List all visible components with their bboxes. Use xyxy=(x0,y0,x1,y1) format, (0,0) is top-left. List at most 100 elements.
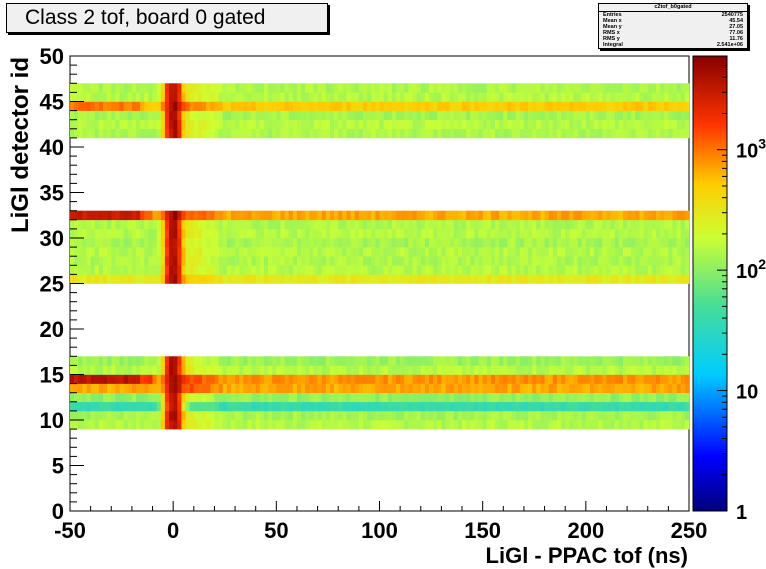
heatmap-cell xyxy=(598,365,603,375)
heatmap-cell xyxy=(532,83,537,93)
heatmap-cell xyxy=(606,238,611,248)
heatmap-cell xyxy=(136,92,141,102)
heatmap-cell xyxy=(639,420,644,430)
z-tick-label: 103 xyxy=(736,136,766,163)
heatmap-cell xyxy=(202,365,207,375)
heatmap-cell xyxy=(140,219,145,230)
heatmap-cell xyxy=(453,256,459,266)
heatmap-cell xyxy=(156,256,162,266)
heatmap-cell xyxy=(540,274,545,284)
heatmap-cell xyxy=(272,401,277,412)
heatmap-cell xyxy=(503,128,508,139)
heatmap-cell xyxy=(478,128,483,139)
heatmap-cell xyxy=(239,401,244,412)
heatmap-cell xyxy=(577,401,583,412)
heatmap-cell xyxy=(400,92,405,102)
heatmap-cell xyxy=(94,365,100,375)
heatmap-cell xyxy=(660,83,665,93)
heatmap-cell xyxy=(115,110,120,120)
heatmap-cell xyxy=(647,401,653,412)
heatmap-cell xyxy=(651,119,657,130)
heatmap-cell xyxy=(643,110,649,120)
heatmap-cell xyxy=(490,83,496,93)
heatmap-cell xyxy=(437,83,442,93)
heatmap-cell xyxy=(329,92,335,102)
heatmap-cell xyxy=(148,219,153,230)
heatmap-cell xyxy=(594,356,599,366)
heatmap-cell xyxy=(495,101,500,111)
heatmap-cell xyxy=(507,210,512,221)
heatmap-cell xyxy=(164,410,170,421)
heatmap-cell xyxy=(565,256,570,266)
heatmap-cell xyxy=(552,383,558,393)
heatmap-cell xyxy=(519,265,525,275)
heatmap-cell xyxy=(466,101,471,111)
heatmap-cell xyxy=(276,210,281,221)
heatmap-cell xyxy=(532,365,537,375)
heatmap-cell xyxy=(169,119,174,130)
heatmap-cell xyxy=(404,256,409,266)
heatmap-cell xyxy=(329,401,335,412)
heatmap-cell xyxy=(478,210,483,221)
heatmap-cell xyxy=(424,356,430,366)
heatmap-cell xyxy=(676,265,682,275)
heatmap-cell xyxy=(387,410,393,421)
heatmap-cell xyxy=(437,128,442,139)
heatmap-cell xyxy=(404,392,409,403)
heatmap-cell xyxy=(610,228,616,239)
heatmap-cell xyxy=(259,83,265,93)
heatmap-cell xyxy=(284,83,290,93)
heatmap-cell xyxy=(387,228,393,239)
heatmap-cell xyxy=(639,356,644,366)
heatmap-cell xyxy=(453,356,459,366)
heatmap-cell xyxy=(185,392,190,403)
heatmap-cell xyxy=(214,392,219,403)
heatmap-cell xyxy=(222,83,228,93)
heatmap-cell xyxy=(268,119,273,130)
heatmap-cell xyxy=(606,92,611,102)
heatmap-cell xyxy=(354,410,360,421)
heatmap-cell xyxy=(474,274,479,284)
heatmap-cell xyxy=(635,92,640,102)
heatmap-cell xyxy=(544,265,549,275)
heatmap-cell xyxy=(515,119,521,130)
heatmap-cell xyxy=(321,210,327,221)
heatmap-cell xyxy=(193,420,199,430)
heatmap-cell xyxy=(495,83,500,93)
heatmap-cell xyxy=(94,119,100,130)
heatmap-cell xyxy=(404,420,409,430)
heatmap-cell xyxy=(181,228,186,239)
heatmap-cell xyxy=(74,128,79,139)
heatmap-cell xyxy=(230,392,236,403)
heatmap-cell xyxy=(222,119,228,130)
heatmap-cell xyxy=(668,110,673,120)
heatmap-cell xyxy=(589,401,595,412)
heatmap-cell xyxy=(594,247,599,257)
heatmap-cell xyxy=(185,401,190,412)
heatmap-cell xyxy=(420,247,426,257)
heatmap-cell xyxy=(218,247,223,257)
heatmap-cell xyxy=(581,92,587,102)
heatmap-cell xyxy=(474,410,479,421)
heatmap-cell xyxy=(259,374,265,384)
heatmap-cell xyxy=(280,238,285,248)
heatmap-cell xyxy=(606,410,611,421)
heatmap-cell xyxy=(284,383,290,393)
heatmap-cell xyxy=(210,401,215,412)
heatmap-cell xyxy=(610,238,616,248)
heatmap-cell xyxy=(173,356,178,366)
heatmap-cell xyxy=(585,247,591,257)
heatmap-cell xyxy=(635,119,640,130)
heatmap-cell xyxy=(680,119,686,130)
heatmap-cell xyxy=(235,274,240,284)
heatmap-cell xyxy=(528,128,533,139)
heatmap-cell xyxy=(148,110,153,120)
heatmap-cell xyxy=(214,274,219,284)
heatmap-cell xyxy=(239,410,244,421)
heatmap-cell xyxy=(160,128,166,139)
heatmap-cell xyxy=(350,374,356,384)
heatmap-cell xyxy=(148,256,153,266)
heatmap-cell xyxy=(519,365,525,375)
heatmap-cell xyxy=(325,210,331,221)
heatmap-cell xyxy=(523,83,529,93)
